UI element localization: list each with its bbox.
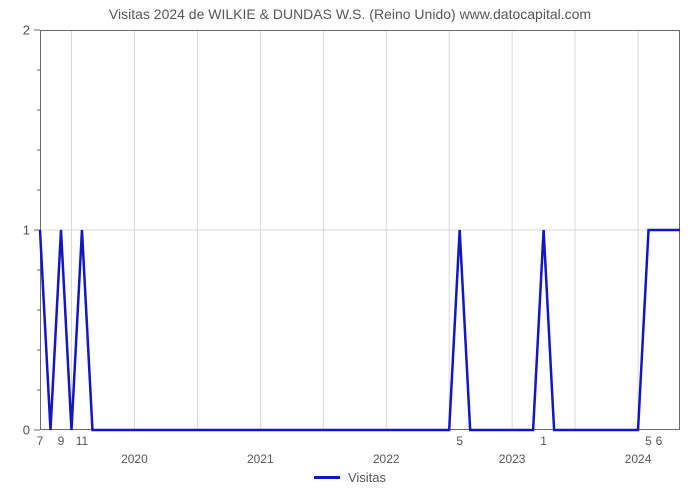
x-tick-label: 1 xyxy=(540,430,547,448)
legend: Visitas xyxy=(314,470,386,485)
chart-svg xyxy=(40,30,680,430)
x-year-label: 2021 xyxy=(247,452,274,466)
plot-area: 0127911515620202021202220232024 xyxy=(40,30,680,430)
y-tick-label: 1 xyxy=(23,223,40,238)
x-year-label: 2022 xyxy=(373,452,400,466)
x-year-label: 2023 xyxy=(499,452,526,466)
x-tick-label: 5 xyxy=(456,430,463,448)
x-tick-label: 7 xyxy=(37,430,44,448)
x-year-label: 2020 xyxy=(121,452,148,466)
x-tick-label: 5 xyxy=(645,430,652,448)
x-tick-label: 11 xyxy=(76,430,88,448)
chart-title: Visitas 2024 de WILKIE & DUNDAS W.S. (Re… xyxy=(0,6,700,22)
legend-swatch xyxy=(314,476,340,479)
y-tick-label: 2 xyxy=(23,23,40,38)
x-tick-label: 6 xyxy=(656,430,663,448)
chart-container: Visitas 2024 de WILKIE & DUNDAS W.S. (Re… xyxy=(0,0,700,500)
series-line xyxy=(40,230,680,430)
x-year-label: 2024 xyxy=(625,452,652,466)
legend-label: Visitas xyxy=(348,470,386,485)
x-tick-label: 9 xyxy=(58,430,65,448)
